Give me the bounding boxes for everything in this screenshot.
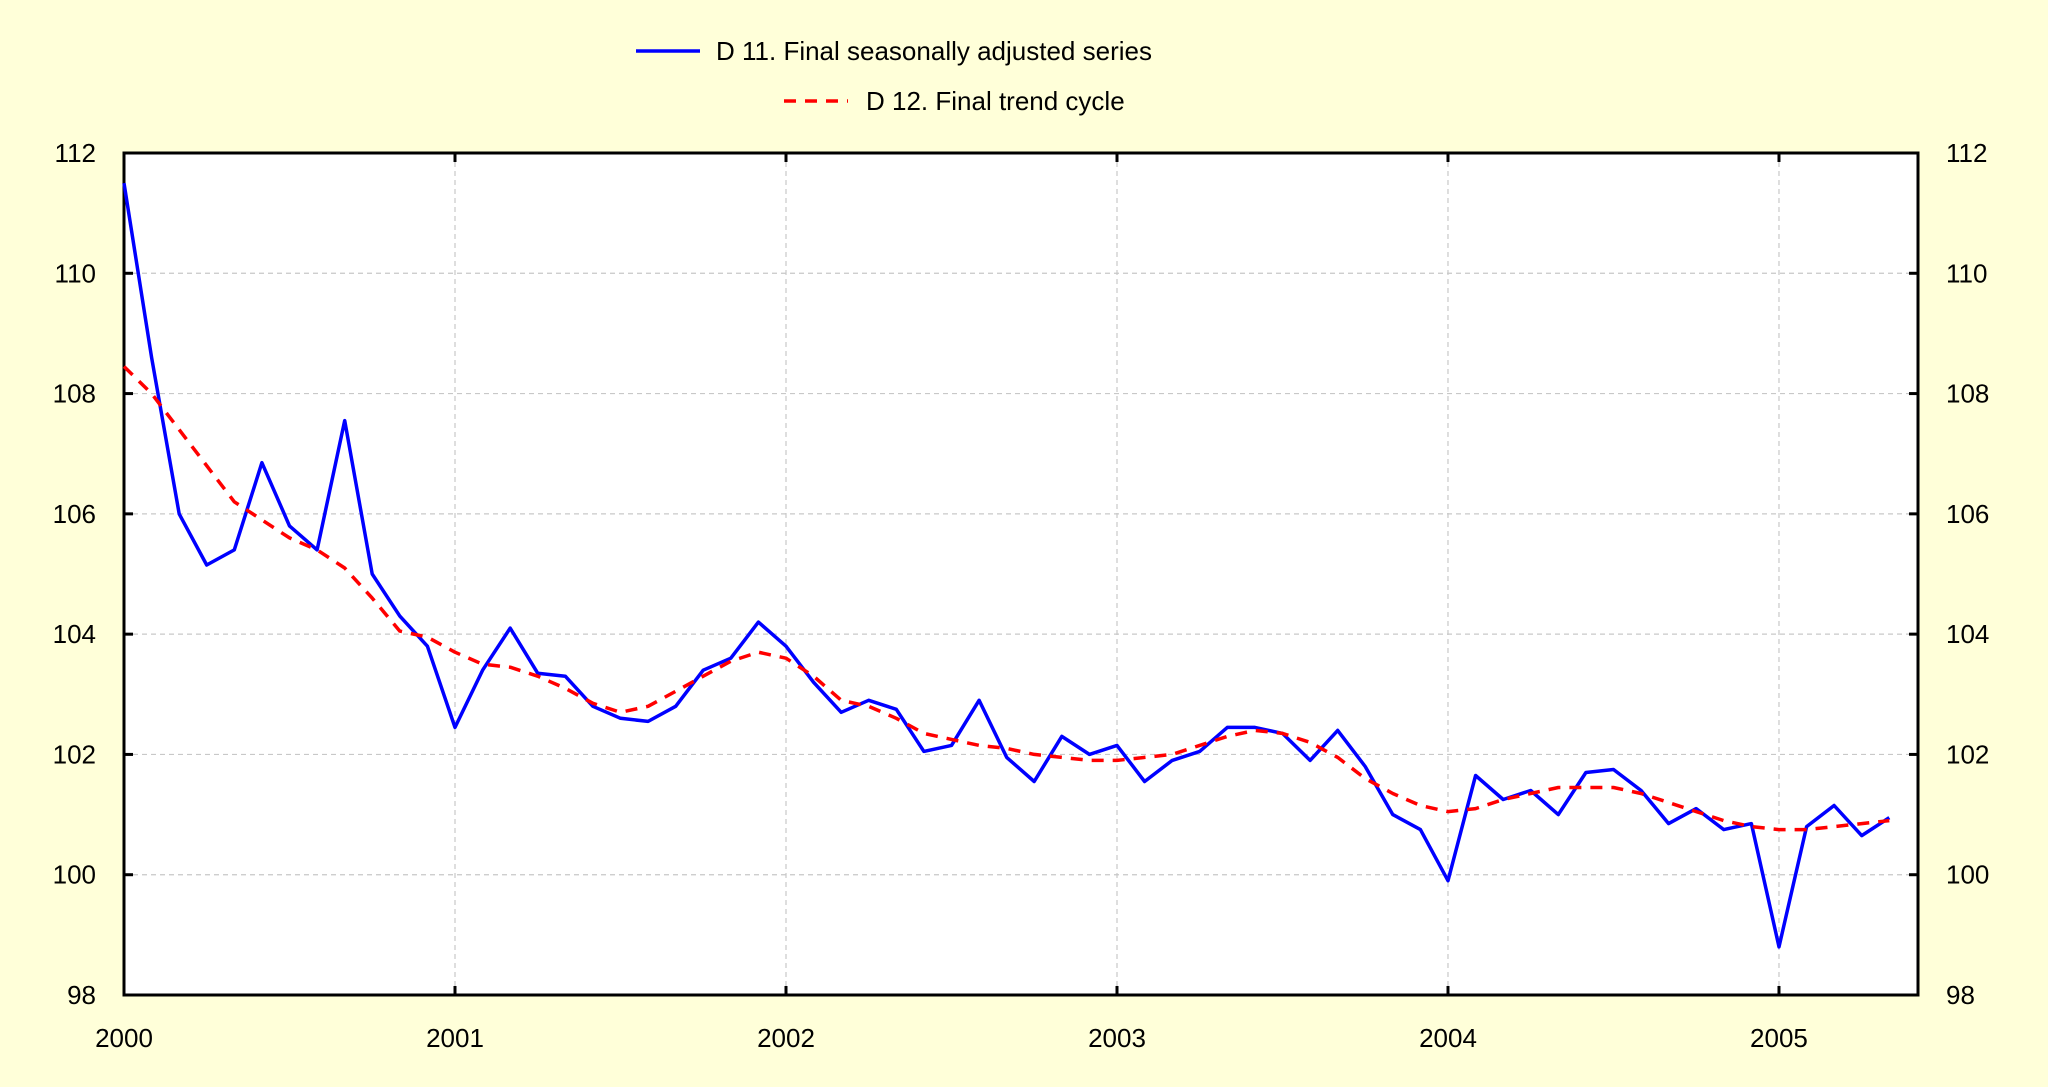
x-tick-label: 2001 [426, 1023, 484, 1053]
series-lines [122, 182, 1891, 949]
gridlines [124, 153, 1918, 995]
series-line-2 [122, 365, 1890, 832]
y-tick-label-right: 106 [1946, 499, 1989, 529]
y-tick-label-right: 112 [1946, 138, 1987, 168]
legend-label-1: D 11. Final seasonally adjusted series [716, 36, 1152, 66]
y-tick-label-right: 100 [1946, 860, 1989, 890]
y-tick-label-right: 104 [1946, 619, 1989, 649]
y-tick-label-left: 110 [55, 258, 96, 288]
legend-label-2: D 12. Final trend cycle [866, 86, 1125, 116]
y-tick-label-left: 98 [67, 980, 96, 1010]
x-tick-label: 2003 [1088, 1023, 1146, 1053]
y-tick-label-left: 102 [53, 739, 96, 769]
y-tick-label-right: 98 [1946, 980, 1975, 1010]
y-tick-label-left: 100 [53, 860, 96, 890]
x-tick-label: 2005 [1750, 1023, 1808, 1053]
x-tick-label: 2002 [757, 1023, 815, 1053]
x-tick-label: 2004 [1419, 1023, 1477, 1053]
y-tick-label-left: 106 [53, 499, 96, 529]
legend: D 11. Final seasonally adjusted series D … [636, 36, 1152, 116]
y-tick-label-left: 112 [55, 138, 96, 168]
x-tick-label: 2000 [95, 1023, 153, 1053]
axes: 98 98 100 100 102 102 104 104 106 106 108 108 110 110… [53, 138, 1990, 1053]
plot-area [122, 151, 1920, 997]
y-tick-label-left: 104 [53, 619, 96, 649]
y-tick-label-right: 108 [1946, 379, 1989, 409]
y-tick-label-right: 110 [1946, 258, 1987, 288]
y-tick-label-right: 102 [1946, 739, 1989, 769]
y-tick-label-left: 108 [53, 379, 96, 409]
